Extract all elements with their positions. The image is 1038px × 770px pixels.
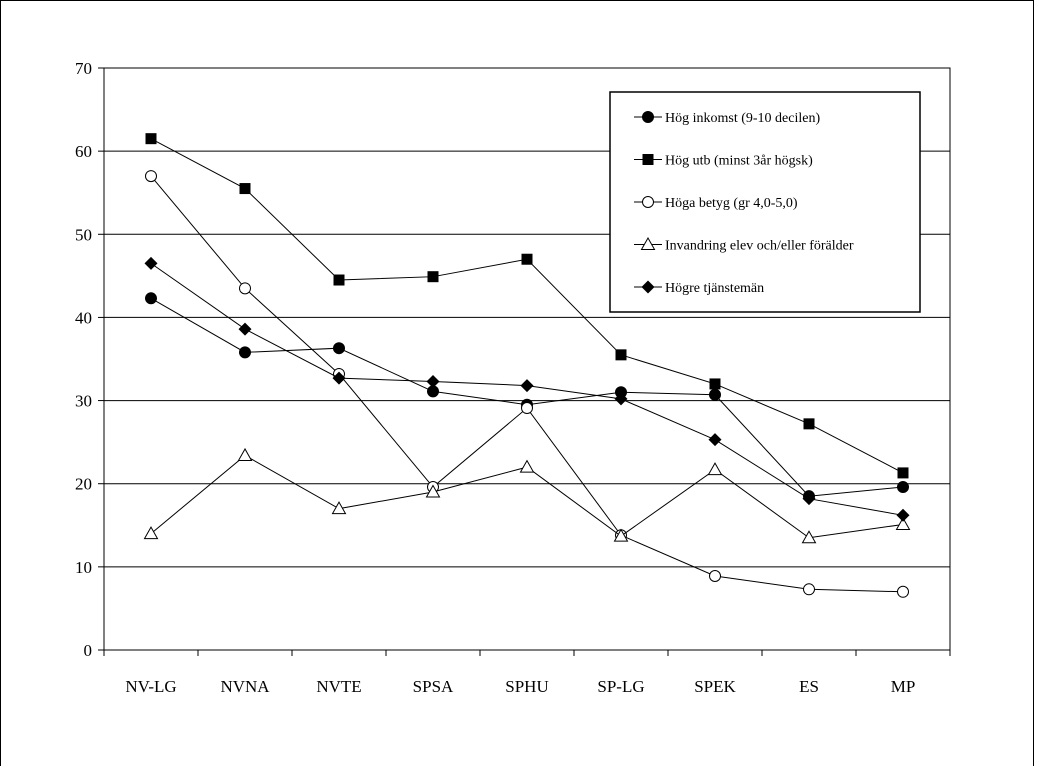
data-point <box>239 183 251 195</box>
data-point <box>333 274 345 286</box>
data-point <box>803 583 815 596</box>
x-axis-ticks: NV-LG NVNA NVTE SPSA SPHU SP-LG SPEK ES MP <box>103 650 951 696</box>
data-point <box>331 501 347 515</box>
data-point <box>144 256 158 270</box>
data-point <box>708 433 722 447</box>
legend-marker <box>642 154 654 165</box>
series-5 <box>144 256 910 522</box>
data-point <box>237 447 253 461</box>
data-point <box>519 459 535 473</box>
data-point <box>709 388 721 401</box>
data-point <box>521 253 533 265</box>
legend-label: Höga betyg (gr 4,0-5,0) <box>665 196 798 211</box>
data-point <box>520 379 534 393</box>
data-point <box>239 346 251 359</box>
data-point <box>143 526 159 540</box>
data-point <box>145 292 157 305</box>
legend-label: Hög utb (minst 3år högsk) <box>665 154 813 169</box>
legend-marker <box>642 111 654 123</box>
y-tick-label: 60 <box>75 142 92 161</box>
data-point <box>897 481 909 494</box>
data-point <box>333 342 345 355</box>
data-point <box>332 371 346 385</box>
data-point <box>895 516 911 530</box>
x-tick-label: MP <box>891 677 916 696</box>
legend-label: Högre tjänstemän <box>665 281 764 296</box>
x-tick-label: NVNA <box>220 677 270 696</box>
data-point <box>425 484 441 498</box>
data-point <box>427 271 439 283</box>
data-point <box>614 392 628 406</box>
legend-item: Invandring elev och/eller förälder <box>634 236 854 254</box>
x-tick-label: ES <box>799 677 819 696</box>
y-tick-label: 40 <box>75 308 92 327</box>
data-point <box>613 528 629 542</box>
series-4 <box>143 447 911 544</box>
x-tick-label: NV-LG <box>125 677 176 696</box>
x-tick-label: SPHU <box>505 677 548 696</box>
legend-marker <box>642 196 654 208</box>
data-point <box>803 418 815 430</box>
legend-label: Invandring elev och/eller förälder <box>665 239 854 254</box>
data-point <box>709 570 721 583</box>
data-point <box>896 508 910 522</box>
legend-item: Högre tjänstemän <box>634 280 764 296</box>
data-point <box>801 530 817 544</box>
x-tick-label: SPEK <box>694 677 736 696</box>
data-point <box>145 170 157 183</box>
legend-marker <box>641 280 655 294</box>
data-point <box>239 282 251 295</box>
x-tick-label: SPSA <box>413 677 454 696</box>
data-point <box>521 402 533 415</box>
data-point <box>615 349 627 361</box>
data-point <box>897 585 909 598</box>
legend-label: Hög inkomst (9-10 decilen) <box>665 111 820 126</box>
y-axis-ticks: 0 10 20 30 40 50 60 70 <box>75 59 104 660</box>
y-tick-label: 20 <box>75 475 92 494</box>
y-tick-label: 50 <box>75 225 92 244</box>
legend-marker <box>640 236 656 250</box>
series-2 <box>145 133 909 479</box>
legend: Hög inkomst (9-10 decilen) Hög utb (minst… <box>609 91 921 313</box>
data-point <box>426 374 440 388</box>
y-tick-label: 0 <box>84 641 93 660</box>
data-point <box>707 462 723 476</box>
y-tick-label: 70 <box>75 59 92 78</box>
data-point <box>145 133 157 145</box>
y-tick-label: 30 <box>75 392 92 411</box>
x-tick-label: SP-LG <box>597 677 644 696</box>
axes <box>103 68 950 651</box>
data-point <box>897 467 909 479</box>
data-point <box>709 378 721 390</box>
series-group <box>143 133 911 598</box>
legend-item: Hög inkomst (9-10 decilen) <box>634 111 820 126</box>
legend-item: Hög utb (minst 3år högsk) <box>634 154 813 169</box>
y-tick-label: 10 <box>75 558 92 577</box>
data-point <box>238 322 252 336</box>
x-tick-label: NVTE <box>316 677 361 696</box>
legend-item: Höga betyg (gr 4,0-5,0) <box>634 196 798 211</box>
data-point <box>802 492 816 506</box>
